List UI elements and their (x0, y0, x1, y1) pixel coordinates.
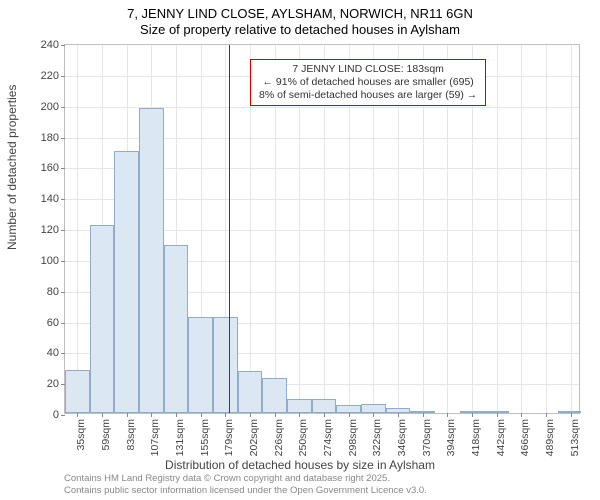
histogram-bar (139, 108, 164, 413)
annotation-line-3: 8% of semi-detached houses are larger (5… (259, 89, 477, 102)
y-tick-mark (61, 261, 65, 262)
x-tick-mark (546, 413, 547, 417)
annotation-line-1: 7 JENNY LIND CLOSE: 183sqm (259, 63, 477, 76)
x-tick-label: 226sqm (273, 419, 285, 456)
histogram-bar (90, 225, 115, 413)
x-tick-label: 83sqm (125, 419, 137, 451)
x-tick-label: 250sqm (297, 419, 309, 456)
y-tick-mark (61, 45, 65, 46)
y-tick-mark (61, 415, 65, 416)
x-tick-mark (571, 413, 572, 417)
histogram-bar (312, 399, 337, 413)
x-tick-label: 155sqm (199, 419, 211, 456)
x-tick-label: 202sqm (248, 419, 260, 456)
x-tick-mark (275, 413, 276, 417)
x-tick-label: 298sqm (347, 419, 359, 456)
histogram-bar (213, 317, 238, 413)
y-tick-mark (61, 168, 65, 169)
x-tick-mark (497, 413, 498, 417)
x-tick-label: 466sqm (519, 419, 531, 456)
gridline-vertical (77, 45, 78, 413)
histogram-bar (238, 371, 263, 413)
histogram-bar (188, 317, 213, 413)
y-tick-mark (61, 76, 65, 77)
gridline-vertical (546, 45, 547, 413)
y-tick-mark (61, 199, 65, 200)
histogram-bar (114, 151, 139, 413)
x-tick-label: 322sqm (371, 419, 383, 456)
x-tick-mark (151, 413, 152, 417)
x-tick-label: 442sqm (495, 419, 507, 456)
x-tick-mark (472, 413, 473, 417)
x-axis-title: Distribution of detached houses by size … (0, 458, 600, 472)
x-tick-mark (250, 413, 251, 417)
x-tick-mark (521, 413, 522, 417)
x-tick-mark (398, 413, 399, 417)
histogram-bar (460, 411, 485, 413)
chart-container: 7, JENNY LIND CLOSE, AYLSHAM, NORWICH, N… (0, 0, 600, 500)
histogram-bar (164, 245, 189, 413)
x-tick-label: 107sqm (149, 419, 161, 456)
attribution-line-1: Contains HM Land Registry data © Crown c… (64, 473, 427, 484)
histogram-bar (386, 408, 411, 413)
x-tick-mark (77, 413, 78, 417)
x-tick-mark (102, 413, 103, 417)
histogram-bar (65, 370, 90, 413)
gridline-vertical (521, 45, 522, 413)
reference-line (229, 45, 230, 413)
x-tick-mark (225, 413, 226, 417)
x-tick-mark (176, 413, 177, 417)
x-tick-label: 370sqm (421, 419, 433, 456)
x-tick-label: 59sqm (100, 419, 112, 451)
x-tick-mark (349, 413, 350, 417)
attribution-line-2: Contains public sector information licen… (64, 485, 427, 496)
histogram-bar (484, 411, 509, 413)
x-tick-label: 394sqm (445, 419, 457, 456)
histogram-bar (361, 404, 386, 413)
attribution: Contains HM Land Registry data © Crown c… (64, 473, 427, 496)
histogram-bar (287, 399, 312, 413)
x-tick-mark (127, 413, 128, 417)
x-tick-label: 131sqm (174, 419, 186, 456)
annotation-line-2: ← 91% of detached houses are smaller (69… (259, 76, 477, 89)
x-tick-label: 346sqm (396, 419, 408, 456)
gridline-vertical (571, 45, 572, 413)
y-tick-mark (61, 323, 65, 324)
x-tick-label: 418sqm (470, 419, 482, 456)
y-tick-mark (61, 230, 65, 231)
y-tick-mark (61, 107, 65, 108)
title-line-2: Size of property relative to detached ho… (0, 22, 600, 38)
chart-title: 7, JENNY LIND CLOSE, AYLSHAM, NORWICH, N… (0, 0, 600, 39)
histogram-bar (336, 405, 361, 413)
y-axis-title: Number of detached properties (5, 85, 19, 250)
histogram-bar (558, 411, 581, 413)
x-tick-label: 489sqm (544, 419, 556, 456)
x-tick-mark (324, 413, 325, 417)
x-tick-label: 35sqm (75, 419, 87, 451)
x-tick-mark (447, 413, 448, 417)
x-tick-label: 179sqm (223, 419, 235, 456)
x-tick-mark (423, 413, 424, 417)
title-line-1: 7, JENNY LIND CLOSE, AYLSHAM, NORWICH, N… (0, 6, 600, 22)
histogram-bar (410, 411, 435, 413)
histogram-bar (262, 378, 287, 413)
x-tick-mark (299, 413, 300, 417)
plot-inner: 02040608010012014016018020022024035sqm59… (64, 44, 580, 414)
annotation-box: 7 JENNY LIND CLOSE: 183sqm ← 91% of deta… (250, 59, 486, 106)
y-tick-mark (61, 353, 65, 354)
x-tick-mark (201, 413, 202, 417)
x-tick-label: 274sqm (322, 419, 334, 456)
y-tick-mark (61, 292, 65, 293)
plot-area: 02040608010012014016018020022024035sqm59… (64, 44, 580, 414)
x-tick-mark (373, 413, 374, 417)
x-tick-label: 513sqm (569, 419, 581, 456)
gridline-vertical (497, 45, 498, 413)
y-tick-mark (61, 138, 65, 139)
